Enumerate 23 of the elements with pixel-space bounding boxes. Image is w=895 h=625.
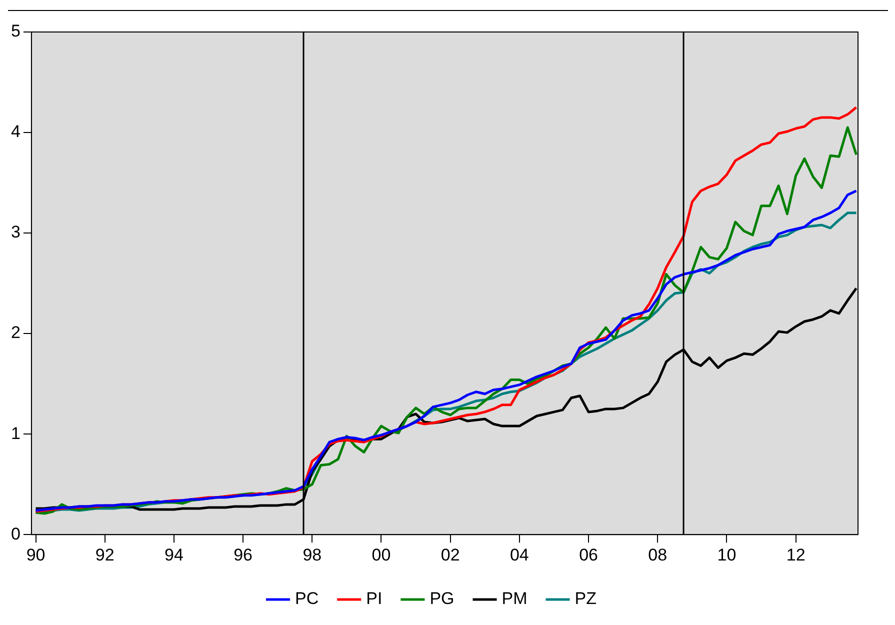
y-tick-label: 1 [10,424,20,443]
x-tick-label: 10 [717,545,736,564]
x-tick-label: 96 [234,545,253,564]
x-tick-label: 08 [648,545,668,564]
y-tick-label: 4 [10,122,20,142]
y-tick-label: 0 [10,524,20,544]
legend-label: PM [502,589,528,608]
x-tick-label: 92 [95,545,114,564]
x-tick-label: 90 [26,545,46,564]
y-tick-label: 5 [10,22,20,41]
legend-label: PG [430,589,454,608]
legend-label: PI [366,589,382,608]
x-tick-label: 00 [372,545,391,564]
x-tick-label: 98 [302,545,322,564]
y-tick-label: 2 [10,323,20,342]
x-tick-label: 94 [164,545,184,564]
x-tick-label: 06 [579,545,598,564]
legend-label: PC [295,589,319,608]
x-tick-label: 12 [786,545,806,564]
x-tick-label: 04 [510,545,529,564]
x-tick-label: 02 [440,545,460,564]
y-tick-label: 3 [10,222,20,242]
legend-label: PZ [574,589,596,608]
